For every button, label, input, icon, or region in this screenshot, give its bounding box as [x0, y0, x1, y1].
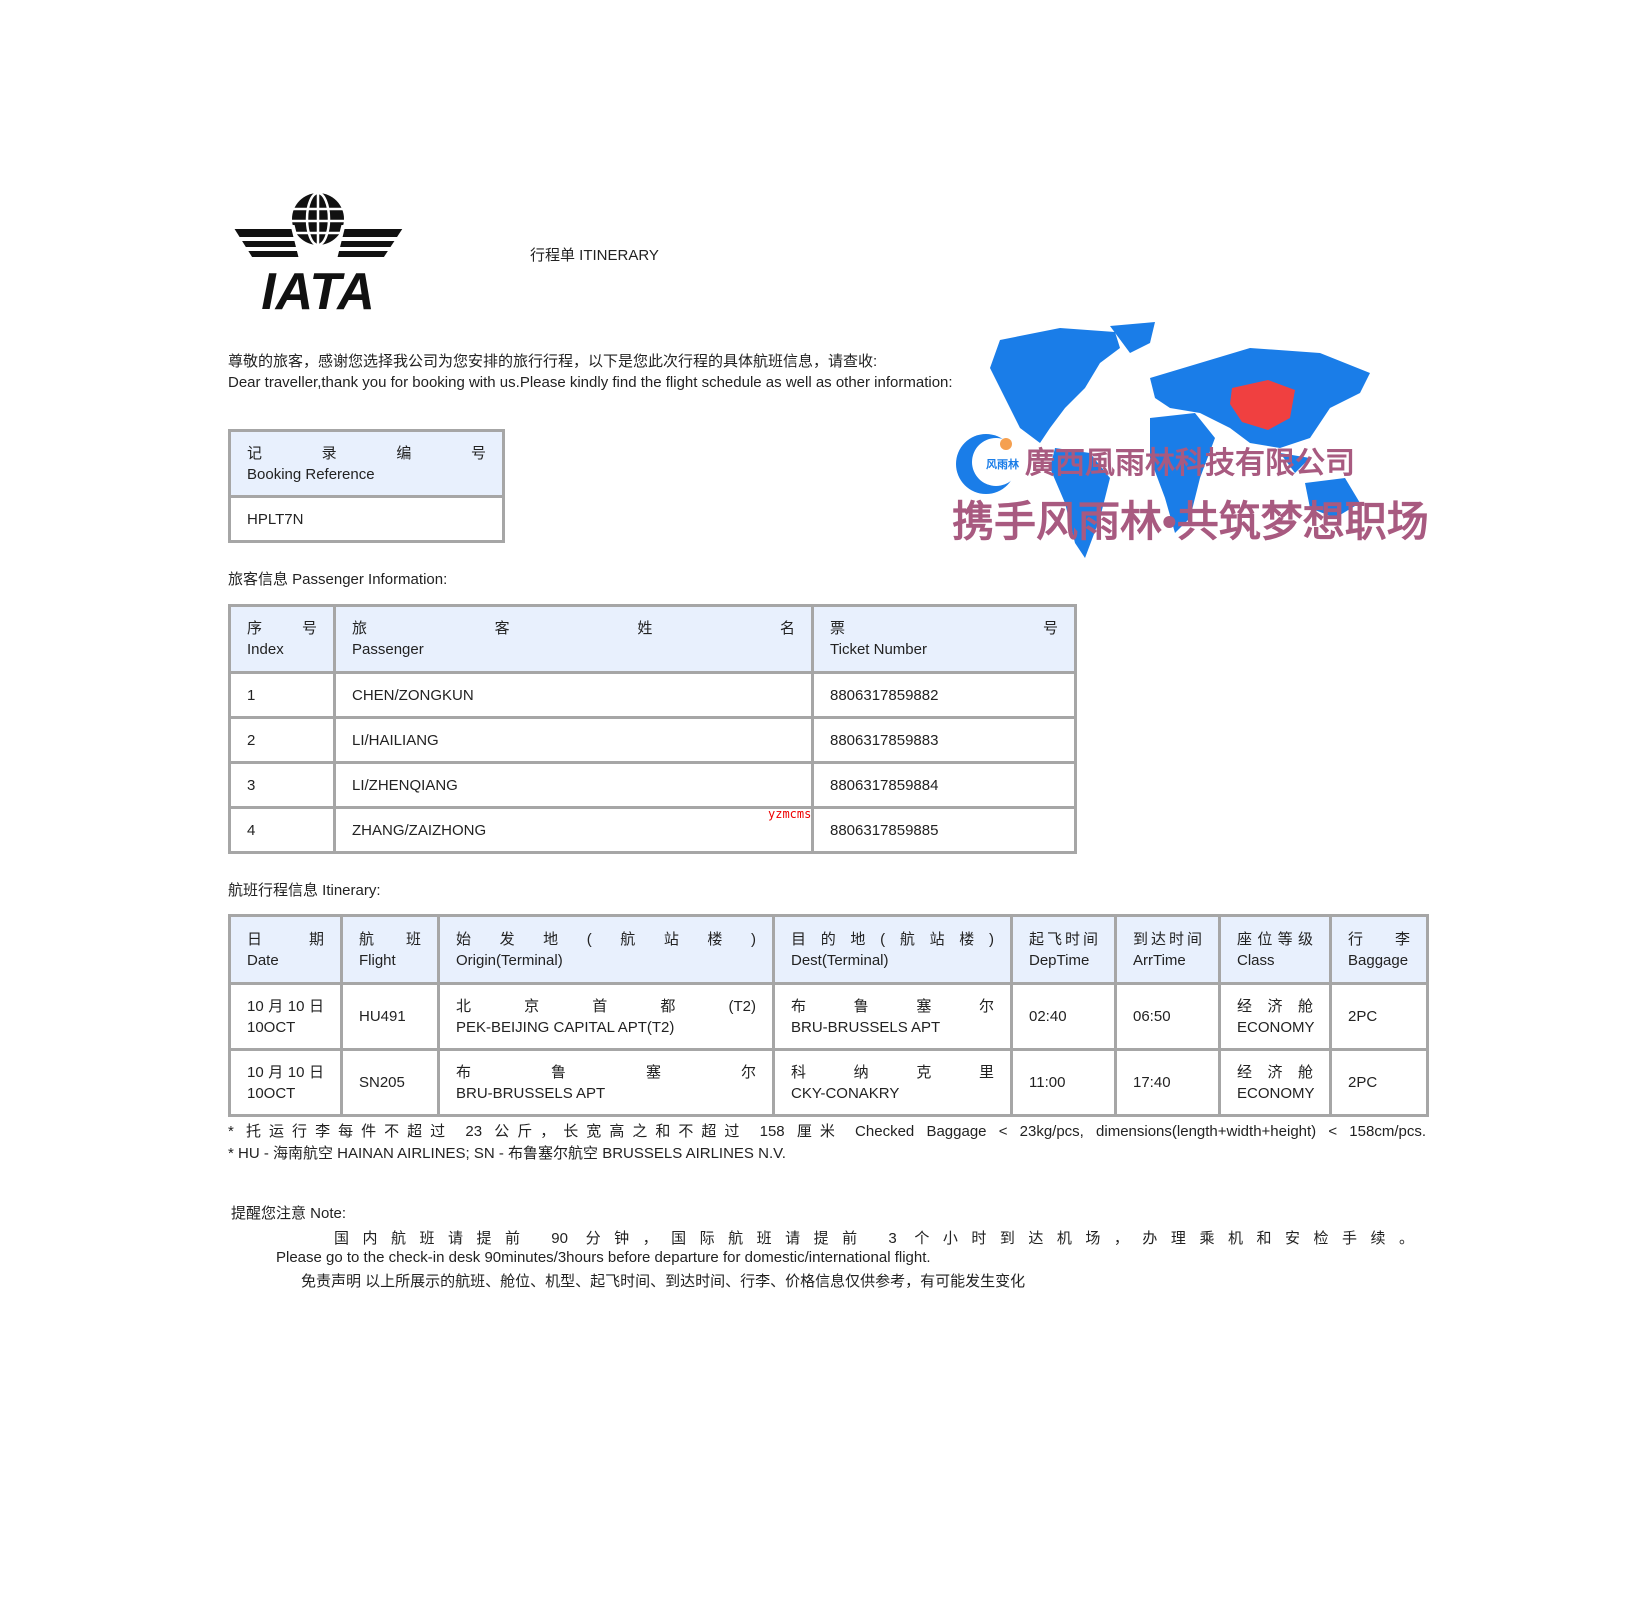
class-cn: 经济舱 [1237, 997, 1313, 1015]
departure-time: 11:00 [1010, 1048, 1117, 1117]
header-dest-en: Dest(Terminal) [791, 951, 889, 969]
origin-en: BRU-BRUSSELS APT [456, 1084, 606, 1102]
date-en: 10OCT [247, 1018, 296, 1036]
svg-text:IATA: IATA [261, 263, 375, 311]
passenger-index: 2 [228, 716, 336, 764]
class-cn: 经济舱 [1237, 1063, 1313, 1081]
origin-en: PEK-BEIJING CAPITAL APT(T2) [456, 1018, 675, 1036]
class-en: ECONOMY [1237, 1018, 1315, 1036]
header-arrtime-cn: 到达时间 [1133, 930, 1202, 948]
header-index-en: Index [247, 641, 284, 658]
table-row: 4 ZHANG/ZAIZHONG 8806317859885 [228, 806, 1077, 854]
svg-text:廣西風雨林科技有限公司: 廣西風雨林科技有限公司 [1025, 446, 1355, 480]
dest-cn: 科纳克里 [791, 1063, 994, 1081]
date-cn: 10月10日 [247, 997, 324, 1015]
header-flight-en: Flight [359, 951, 396, 969]
dest-en: BRU-BRUSSELS APT [791, 1018, 941, 1036]
header-origin-en: Origin(Terminal) [456, 951, 563, 969]
booking-reference-table: 记录编号 Booking Reference HPLT7N [228, 429, 505, 543]
dest-cn: 布鲁塞尔 [791, 997, 994, 1015]
header-index-cn: 序号 [247, 620, 317, 637]
header-date-en: Date [247, 951, 279, 969]
class-en: ECONOMY [1237, 1084, 1315, 1102]
header-dest-cn: 目的地(航站楼) [791, 930, 994, 948]
passenger-index: 4 [228, 806, 336, 854]
itinerary-section-title: 航班行程信息 Itinerary: [228, 882, 381, 899]
passenger-section-title: 旅客信息 Passenger Information: [228, 571, 448, 588]
svg-text:风雨林: 风雨林 [986, 457, 1019, 471]
baggage-footnote: * 托运行李每件不超过 23 公斤，长宽高之和不超过 158 厘米 Checke… [228, 1123, 1426, 1140]
passenger-name: LI/ZHENQIANG [333, 761, 814, 809]
iata-logo: IATA [227, 189, 410, 321]
greeting-en: Dear traveller,thank you for booking wit… [228, 374, 953, 391]
header-class-en: Class [1237, 951, 1275, 969]
note-cn: 国内航班请提前 90 分钟，国际航班请提前 3 个小时到达机场，办理乘机和安检手… [334, 1230, 1414, 1247]
arrival-time: 17:40 [1114, 1048, 1221, 1117]
table-row: 10月10日 10OCT SN205 布鲁塞尔 BRU-BRUSSELS APT 科… [228, 1048, 1429, 1117]
dest-en: CKY-CONAKRY [791, 1084, 900, 1102]
baggage: 2PC [1329, 1048, 1429, 1117]
passenger-name: ZHANG/ZAIZHONG [333, 806, 814, 854]
passenger-index: 3 [228, 761, 336, 809]
ticket-number: 8806317859884 [811, 761, 1077, 809]
passenger-index: 1 [228, 671, 336, 719]
ticket-number: 8806317859885 [811, 806, 1077, 854]
ticket-number: 8806317859883 [811, 716, 1077, 764]
booking-label-cn: 记录编号 [247, 444, 486, 462]
company-banner: 风雨林 廣西風雨林科技有限公司 携手风雨林•共筑梦想职场 [950, 318, 1455, 573]
arrival-time: 06:50 [1114, 982, 1221, 1051]
document-title: 行程单 ITINERARY [530, 247, 659, 264]
note-en: Please go to the check-in desk 90minutes… [276, 1249, 931, 1266]
flight-number: HU491 [340, 982, 440, 1051]
passenger-name: LI/HAILIANG [333, 716, 814, 764]
header-passenger-en: Passenger [352, 641, 424, 658]
table-row: 2 LI/HAILIANG 8806317859883 [228, 716, 1077, 764]
departure-time: 02:40 [1010, 982, 1117, 1051]
header-ticket-en: Ticket Number [830, 641, 927, 658]
date-cn: 10月10日 [247, 1063, 324, 1081]
table-row: 10月10日 10OCT HU491 北京首都(T2) PEK-BEIJING CA… [228, 982, 1429, 1051]
passenger-name: CHEN/ZONGKUN [333, 671, 814, 719]
itinerary-table: 日期 Date 航班 Flight 始发地(航站楼) Origin(Terminal)… [228, 914, 1429, 1117]
ticket-number: 8806317859882 [811, 671, 1077, 719]
watermark: yzmcms [768, 807, 812, 821]
airline-footnote: * HU - 海南航空 HAINAN AIRLINES; SN - 布鲁塞尔航空… [228, 1145, 786, 1162]
booking-label-en: Booking Reference [247, 465, 375, 483]
table-row: 3 LI/ZHENQIANG 8806317859884 [228, 761, 1077, 809]
origin-cn: 北京首都(T2) [456, 997, 756, 1015]
header-ticket-cn: 票号 [830, 620, 1058, 637]
baggage: 2PC [1329, 982, 1429, 1051]
header-deptime-cn: 起飞时间 [1029, 930, 1098, 948]
world-map-image: 风雨林 廣西風雨林科技有限公司 携手风雨林•共筑梦想职场 [952, 322, 1429, 558]
note-label: 提醒您注意 Note: [231, 1205, 347, 1222]
header-flight-cn: 航班 [359, 930, 421, 948]
greeting-cn: 尊敬的旅客，感谢您选择我公司为您安排的旅行行程，以下是您此次行程的具体航班信息，… [228, 353, 878, 370]
header-deptime-en: DepTime [1029, 951, 1090, 969]
header-class-cn: 座位等级 [1237, 930, 1313, 948]
origin-cn: 布鲁塞尔 [456, 1063, 756, 1081]
header-passenger-cn: 旅客姓名 [352, 620, 795, 637]
disclaimer: 免责声明 以上所展示的航班、舱位、机型、起飞时间、到达时间、行李、价格信息仅供参… [301, 1273, 1026, 1290]
header-arrtime-en: ArrTime [1133, 951, 1186, 969]
header-baggage-en: Baggage [1348, 951, 1409, 969]
header-origin-cn: 始发地(航站楼) [456, 930, 756, 948]
booking-reference-value: HPLT7N [228, 495, 505, 543]
header-baggage-cn: 行李 [1348, 930, 1410, 948]
flight-number: SN205 [340, 1048, 440, 1117]
header-date-cn: 日期 [247, 930, 324, 948]
table-row: 1 CHEN/ZONGKUN 8806317859882 [228, 671, 1077, 719]
date-en: 10OCT [247, 1084, 296, 1102]
svg-text:携手风雨林•共筑梦想职场: 携手风雨林•共筑梦想职场 [952, 498, 1429, 545]
